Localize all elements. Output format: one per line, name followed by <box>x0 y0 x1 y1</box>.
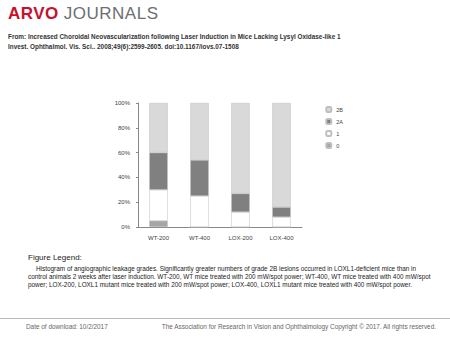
html-text:From: Increased Choroidal Neov: From: Increased Choroidal Neovasculariza… <box>8 33 341 40</box>
svg-text:60%: 60% <box>118 150 131 156</box>
svg-text:0: 0 <box>336 143 339 149</box>
svg-text:0%: 0% <box>121 224 130 230</box>
html-text:ARVO JOURNALS: ARVO JOURNALS <box>8 4 159 23</box>
svg-text:LOX-400: LOX-400 <box>269 235 294 241</box>
svg-text:WT-400: WT-400 <box>189 235 211 241</box>
svg-text:1: 1 <box>336 131 339 137</box>
html-text:Figure Legend:: Figure Legend: <box>28 253 82 262</box>
html-text:Date of download: 10/2/2017: Date of download: 10/2/2017 <box>26 323 108 330</box>
svg-text:WT-200: WT-200 <box>148 235 170 241</box>
svg-text:40%: 40% <box>118 174 131 180</box>
svg-text:2A: 2A <box>336 119 343 125</box>
svg-text:80%: 80% <box>118 125 131 131</box>
svg-text:2B: 2B <box>336 107 343 113</box>
html-text:Invest. Ophthalmol. Vis. Sci..: Invest. Ophthalmol. Vis. Sci.. 2008;49(6… <box>8 43 239 50</box>
svg-text:100%: 100% <box>115 100 131 106</box>
html-text:The Association for Research i: The Association for Research in Vision a… <box>161 323 436 330</box>
svg-text:20%: 20% <box>118 199 131 205</box>
svg-text:LOX-200: LOX-200 <box>228 235 253 241</box>
html-text:Histogram of angiographic leak: Histogram of angiographic leakage grades… <box>28 265 431 289</box>
